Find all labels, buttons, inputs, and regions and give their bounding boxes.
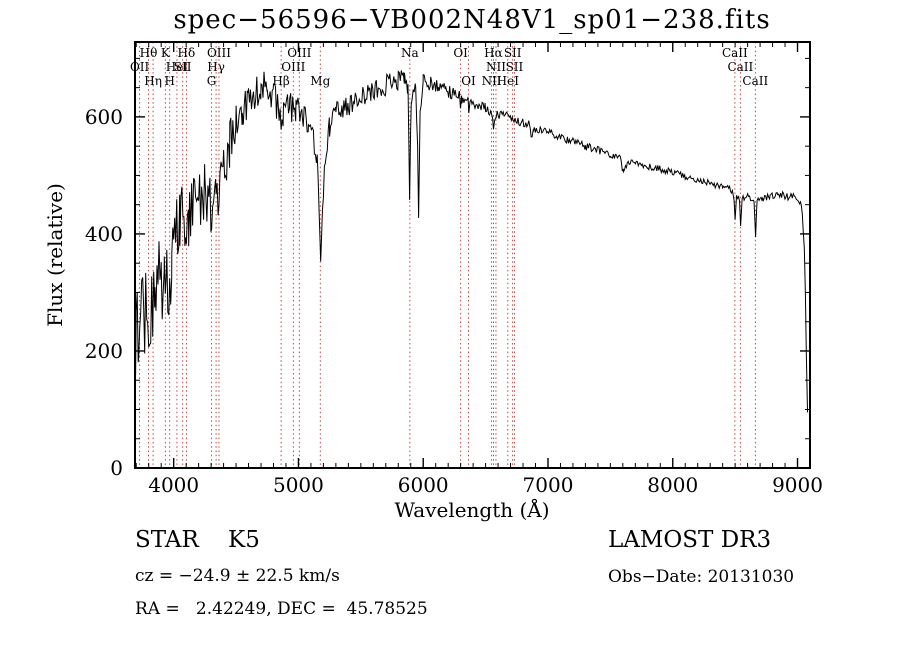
spectral-line-label: OII <box>130 60 150 74</box>
y-tick-label: 200 <box>85 339 123 363</box>
spectral-line-label: Hβ <box>272 74 289 88</box>
x-tick-label: 6000 <box>398 473 449 497</box>
spectrum-plot: spec−56596−VB002N48V1_sp01−238.fits 4000… <box>43 5 823 522</box>
y-tick-label: 600 <box>85 105 123 129</box>
spectral-line-label: NII <box>486 60 506 74</box>
spectral-line-label: SII <box>174 60 192 74</box>
y-axis-label: Flux (relative) <box>43 183 67 327</box>
spectral-line-label: Hγ <box>207 60 225 74</box>
x-tick-label: 5000 <box>273 473 324 497</box>
spectral-line-label: OI <box>461 74 476 88</box>
spectral-line-label: CaII <box>742 74 768 88</box>
spectrum-group <box>135 70 808 413</box>
spectral-line-label: K <box>161 46 171 60</box>
spectral-line-label: Hθ <box>140 46 158 60</box>
spectral-line-label: OIII <box>281 60 305 74</box>
spectral-line-label: OIII <box>287 46 311 60</box>
obs-date: Obs−Date: 20131030 <box>608 567 795 587</box>
y-tick-label: 0 <box>110 456 123 480</box>
spectral-line-label: Na <box>401 46 419 60</box>
spectral-line-label: HeI <box>497 74 520 88</box>
spectral-line-label: NII <box>482 74 502 88</box>
spectral-line-label: Hα <box>484 46 503 60</box>
spectral-line-label: CaII <box>727 60 753 74</box>
object-class-label: STAR K5 <box>135 527 260 553</box>
spectral-lines-group <box>139 42 756 468</box>
spectral-line-label: G <box>207 74 217 88</box>
x-tick-label: 8000 <box>647 473 698 497</box>
spectral-line-label: Hη <box>144 74 162 88</box>
y-tick-label: 400 <box>85 222 123 246</box>
spectral-line-label: OIII <box>207 46 231 60</box>
axis-box <box>134 41 811 469</box>
axes-group: 4000 5000 6000 7000 8000 9000 0 200 400 600 <box>85 41 823 497</box>
spectral-line-label: SII <box>506 60 524 74</box>
spectral-line-label: SII <box>504 46 522 60</box>
spectrum-trace <box>135 70 808 413</box>
x-tick-label: 7000 <box>523 473 574 497</box>
spectral-line-label: HeI <box>166 60 189 74</box>
survey-label: LAMOST DR3 <box>608 527 772 553</box>
spectral-line-label: OI <box>453 46 468 60</box>
chart-title: spec−56596−VB002N48V1_sp01−238.fits <box>173 5 770 35</box>
ra-dec-value: RA = 2.42249, DEC = 45.78525 <box>135 599 428 619</box>
spectral-line-label: CaII <box>722 46 748 60</box>
x-axis-label: Wavelength (Å) <box>394 497 549 522</box>
x-tick-label: 9000 <box>772 473 823 497</box>
spectral-line-label: H <box>164 74 174 88</box>
x-tick-label: 4000 <box>148 473 199 497</box>
spectral-line-label: Hδ <box>178 46 196 60</box>
spectral-line-label: Mg <box>310 74 330 88</box>
cz-value: cz = −24.9 ± 22.5 km/s <box>135 566 340 586</box>
